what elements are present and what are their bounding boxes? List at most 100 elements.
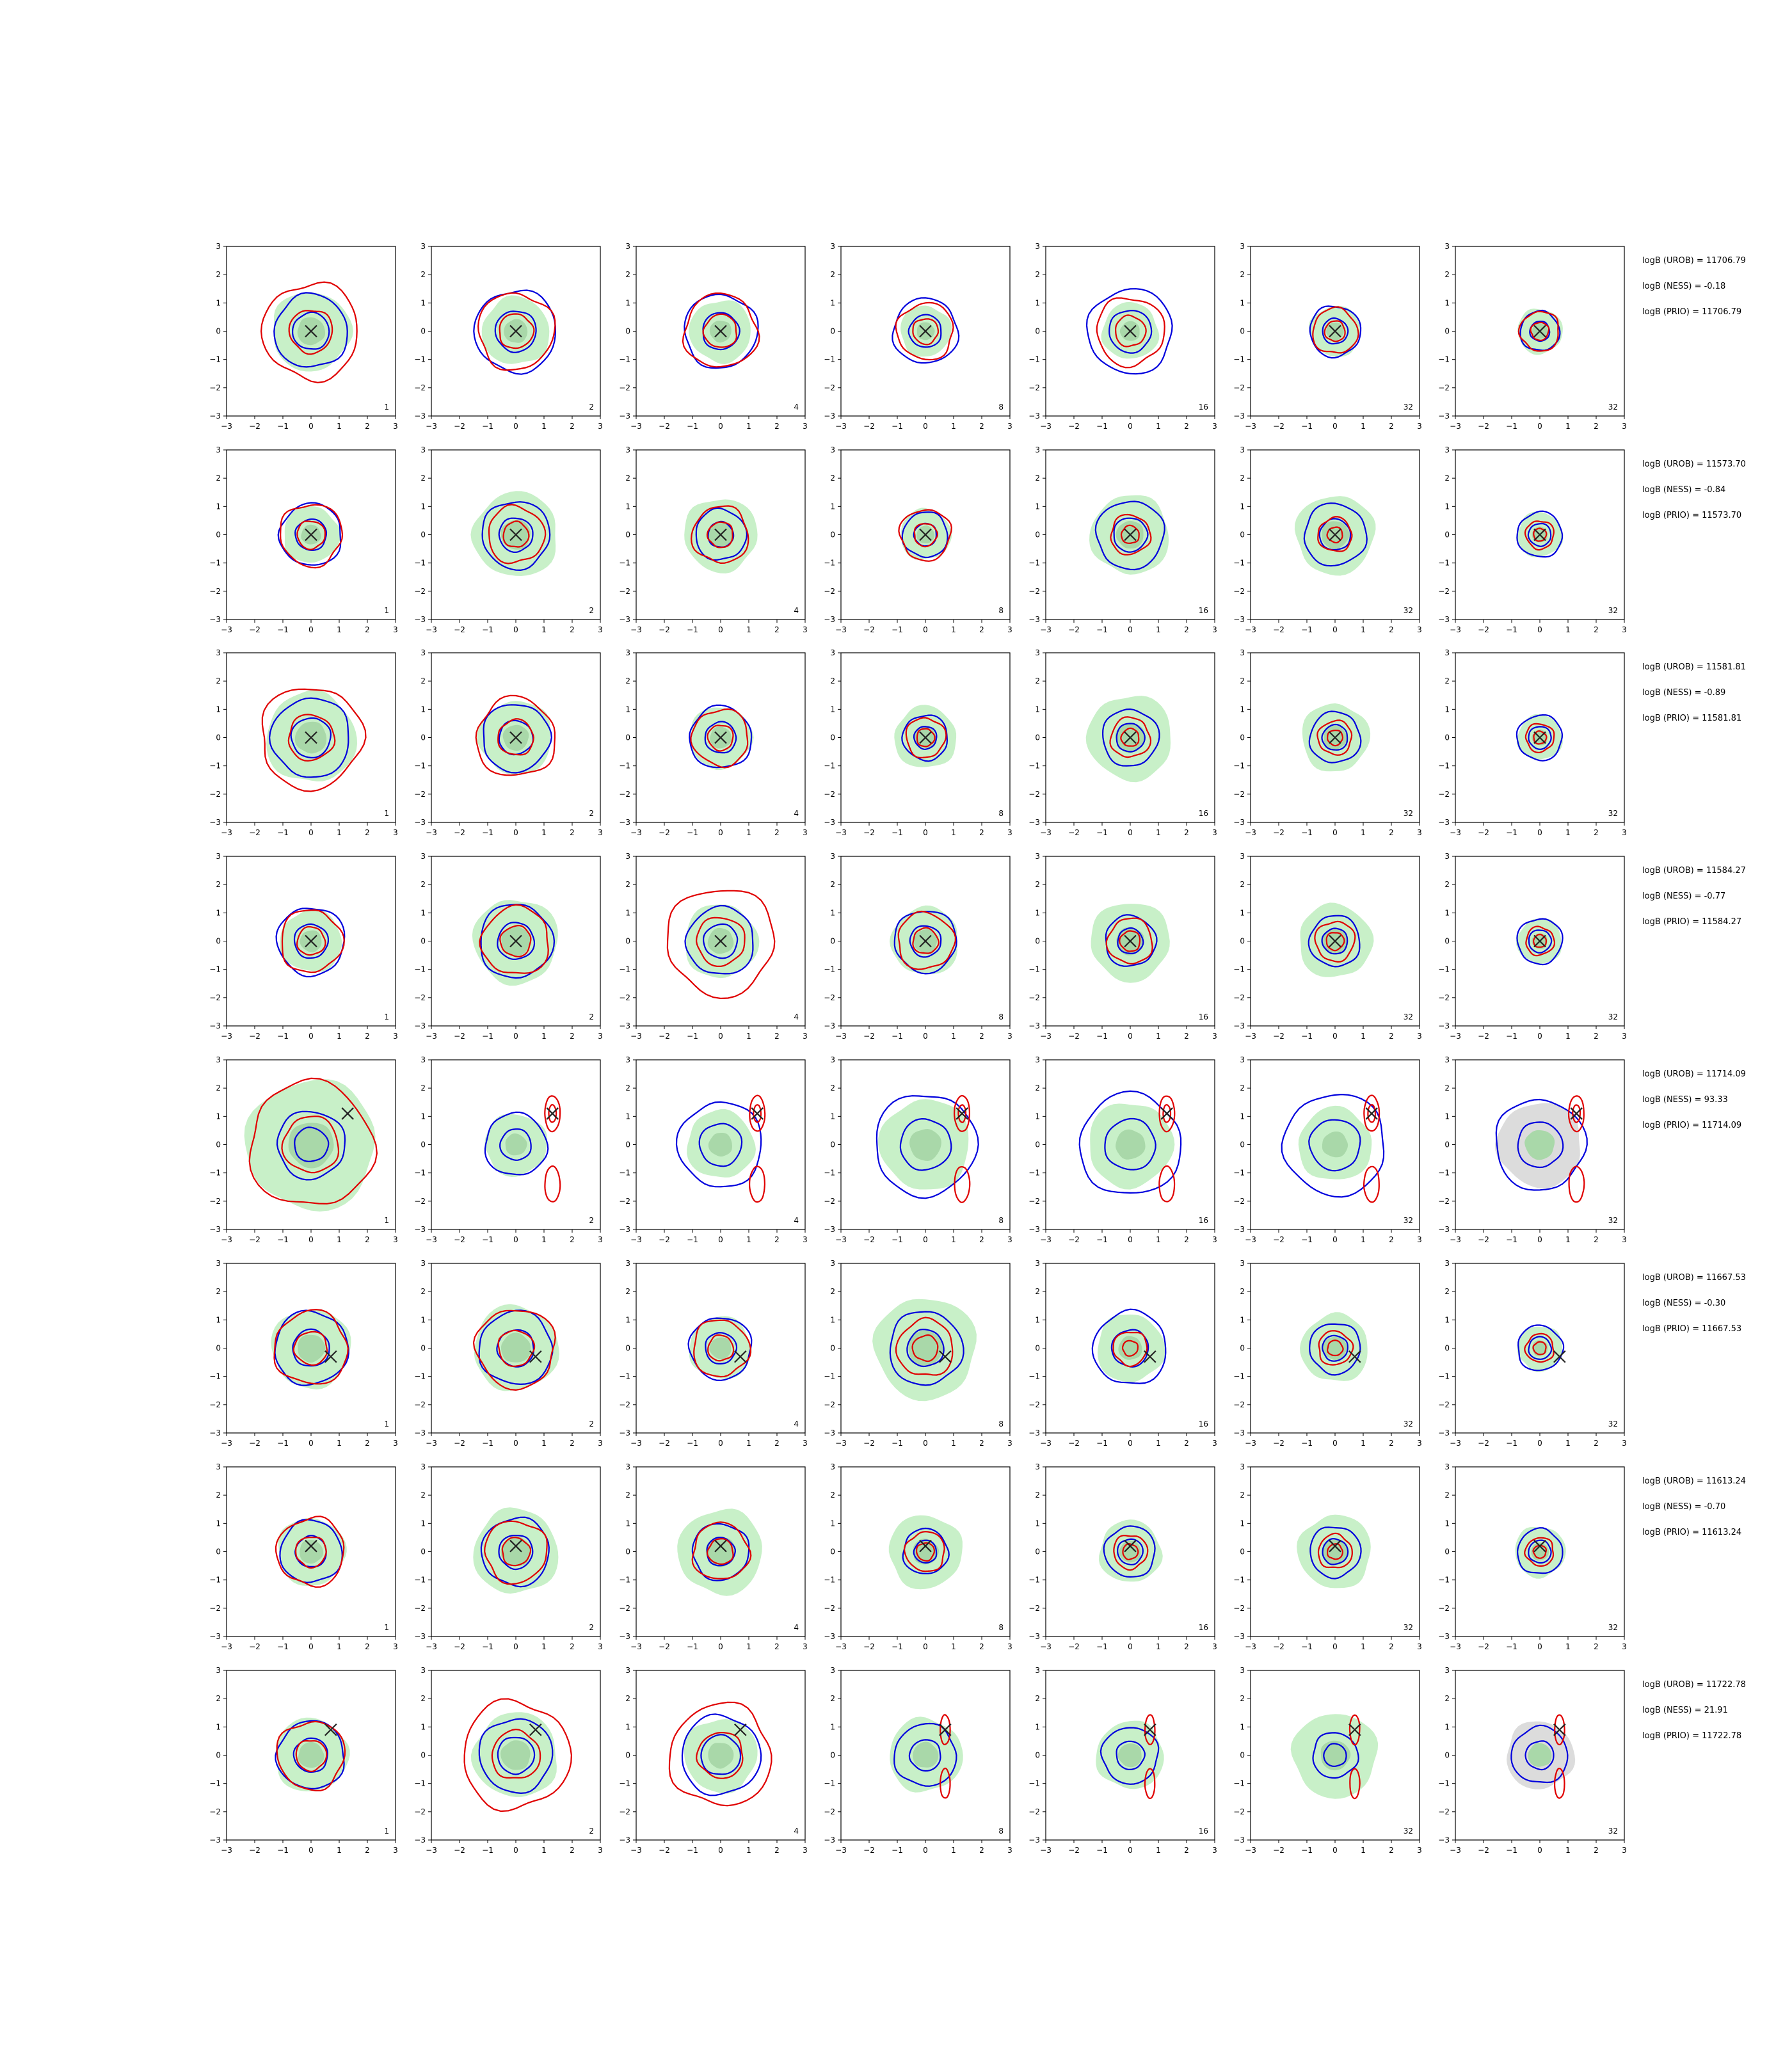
panel-r1-c3: −3 −2 −1 0 1 2 3 3 2 1 0 −1 −2 −3 4 [619, 242, 808, 431]
red-contour-outer [682, 292, 760, 368]
panel-count-label: 1 [384, 809, 389, 818]
x-tick-label: 3 [1212, 625, 1217, 634]
y-tick-label: 0 [420, 937, 426, 946]
y-tick-label: 2 [420, 1084, 426, 1092]
red-contour-lobe-inner [957, 1104, 967, 1123]
red-contour-outer [1517, 310, 1559, 352]
y-tick-label: 1 [625, 1315, 630, 1324]
y-tick-label: −3 [824, 1225, 835, 1234]
x-tick-label: 2 [1389, 1642, 1394, 1651]
y-tick-label: −2 [1233, 993, 1245, 1002]
x-tick-label: 3 [1007, 1235, 1012, 1244]
logb-stat-1: logB (UROB) = 11722.78 [1642, 1680, 1746, 1690]
y-tick-label: 2 [1240, 1694, 1245, 1703]
y-tick-label: −1 [824, 1779, 835, 1788]
x-tick-label: 2 [774, 1235, 780, 1244]
x-tick-label: −2 [1478, 625, 1489, 634]
red-contour-lobe [1363, 1094, 1380, 1132]
x-tick-label: 2 [979, 828, 984, 837]
x-tick-label: 2 [1594, 1235, 1599, 1244]
y-tick-label: −3 [1233, 818, 1245, 827]
y-tick-label: −2 [619, 383, 630, 392]
true-value-marker [529, 1350, 542, 1363]
y-tick-label: −3 [1438, 1836, 1450, 1844]
x-tick-label: 3 [803, 1439, 808, 1448]
panel-contours [1098, 1519, 1163, 1582]
y-tick-label: 3 [420, 648, 426, 657]
y-tick-label: −1 [1233, 559, 1245, 568]
x-tick-label: 2 [1184, 1846, 1189, 1855]
true-value-marker [305, 1539, 317, 1553]
y-tick-label: −2 [824, 1197, 835, 1206]
x-tick-label: −2 [863, 828, 875, 837]
red-contour-outer [690, 708, 749, 769]
x-tick-label: 1 [1565, 625, 1571, 634]
y-tick-label: 0 [1035, 937, 1040, 946]
y-tick-label: 1 [1035, 298, 1040, 307]
y-tick-label: −2 [1028, 790, 1040, 799]
true-value-marker [305, 731, 317, 744]
y-tick-label: 2 [420, 474, 426, 483]
x-tick-label: 2 [1184, 1235, 1189, 1244]
y-tick-label: 2 [216, 1084, 221, 1092]
x-tick-label: 3 [1417, 1439, 1422, 1448]
x-tick-label: 3 [803, 1846, 808, 1855]
y-tick-label: −3 [1028, 1632, 1040, 1641]
y-tick-label: 3 [1444, 648, 1450, 657]
panel-count-label: 32 [1404, 403, 1413, 412]
panel-count-label: 32 [1608, 1827, 1618, 1836]
y-tick-label: 1 [216, 908, 221, 917]
y-tick-label: −2 [1438, 587, 1450, 596]
x-tick-label: −3 [1245, 1032, 1256, 1041]
red-contour-inner [1324, 320, 1346, 342]
x-tick-label: −2 [1068, 1642, 1080, 1651]
x-tick-label: 0 [718, 1235, 723, 1244]
true-value-marker [1124, 1539, 1137, 1553]
x-tick-label: 0 [718, 1032, 723, 1041]
blue-contour-inner [1524, 1740, 1555, 1771]
panel-count-label: 2 [589, 1623, 594, 1632]
panel-count-label: 1 [384, 1216, 389, 1225]
x-tick-label: 3 [1007, 1642, 1012, 1651]
x-tick-label: 0 [923, 625, 928, 634]
x-tick-label: −1 [482, 1846, 493, 1855]
y-tick-label: 1 [1444, 1315, 1450, 1324]
y-tick-label: 2 [830, 1287, 835, 1296]
x-tick-label: 0 [718, 1846, 723, 1855]
y-tick-label: −2 [619, 1604, 630, 1613]
x-tick-label: −1 [277, 1642, 289, 1651]
y-tick-label: −3 [1028, 1225, 1040, 1234]
x-tick-label: −1 [1506, 1846, 1517, 1855]
x-tick-label: −1 [1301, 1439, 1313, 1448]
y-tick-label: 1 [1444, 1722, 1450, 1731]
red-contour-inner [1119, 930, 1141, 952]
x-tick-label: 0 [513, 422, 518, 431]
x-tick-label: −3 [1450, 1846, 1461, 1855]
x-tick-label: −2 [659, 1846, 670, 1855]
y-tick-label: 1 [625, 908, 630, 917]
true-value-marker [1533, 934, 1546, 948]
y-tick-label: 0 [625, 733, 630, 742]
blue-contour-outer [876, 1095, 979, 1199]
red-contour-inner [707, 1334, 735, 1362]
x-tick-label: 0 [1537, 828, 1542, 837]
blue-contour-outer [480, 1516, 550, 1588]
blue-contour-outer [1078, 1090, 1182, 1194]
logb-stat-2: logB (NESS) = -0.30 [1642, 1299, 1725, 1308]
y-tick-label: −1 [619, 1169, 630, 1178]
red-contour-inner [912, 318, 940, 346]
y-tick-label: −2 [1028, 993, 1040, 1002]
blue-contour-outer [275, 908, 346, 978]
panel-r2-c1: −3 −2 −1 0 1 2 3 3 2 1 0 −1 −2 −3 1 [209, 445, 398, 634]
y-tick-label: 0 [625, 1344, 630, 1353]
y-tick-label: 0 [216, 327, 221, 336]
y-tick-label: −3 [414, 615, 426, 624]
y-tick-label: −1 [824, 1576, 835, 1585]
x-tick-label: 1 [1156, 1846, 1161, 1855]
x-tick-label: 0 [513, 625, 518, 634]
panel-count-label: 8 [998, 1012, 1004, 1021]
red-contour-inner [695, 916, 746, 967]
x-tick-label: 0 [1128, 1846, 1133, 1855]
x-tick-label: −1 [1096, 1642, 1108, 1651]
x-tick-label: 1 [1361, 828, 1366, 837]
